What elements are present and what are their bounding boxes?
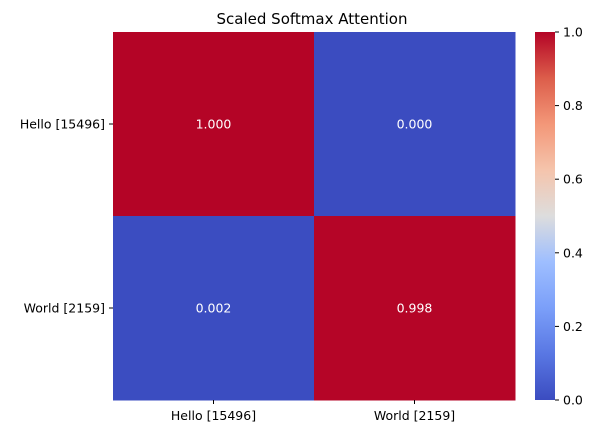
cell-value-label: 1.000 <box>196 117 232 132</box>
y-axis: Hello [15496] World [2159] <box>20 117 113 316</box>
cell-value-label: 0.998 <box>397 301 433 316</box>
heatmap-cell <box>113 216 315 401</box>
heatmap-cells: 1.000 0.000 0.002 0.998 <box>113 32 516 401</box>
heatmap-cell <box>113 32 315 217</box>
colorbar-tick-label: 0.8 <box>563 98 583 113</box>
heatmap-cell <box>314 216 516 401</box>
colorbar-tick-label: 0.0 <box>563 393 583 408</box>
x-tick-label: Hello [15496] <box>171 408 256 423</box>
colorbar-tick-label: 0.4 <box>563 245 583 260</box>
colorbar-tick-label: 1.0 <box>563 25 583 40</box>
y-tick-label: Hello [15496] <box>20 117 105 132</box>
colorbar-tick-label: 0.2 <box>563 319 583 334</box>
y-tick-label: World [2159] <box>24 301 105 316</box>
cell-value-label: 0.002 <box>196 301 232 316</box>
colorbar-tick-label: 0.6 <box>563 172 583 187</box>
x-tick-label: World [2159] <box>374 408 455 423</box>
cell-value-label: 0.000 <box>397 117 433 132</box>
heatmap-cell <box>314 32 516 217</box>
colorbar <box>535 32 555 400</box>
x-axis: Hello [15496] World [2159] <box>171 400 455 423</box>
colorbar-axis: 0.0 0.2 0.4 0.6 0.8 1.0 <box>555 25 583 408</box>
chart-title: Scaled Softmax Attention <box>217 10 408 28</box>
